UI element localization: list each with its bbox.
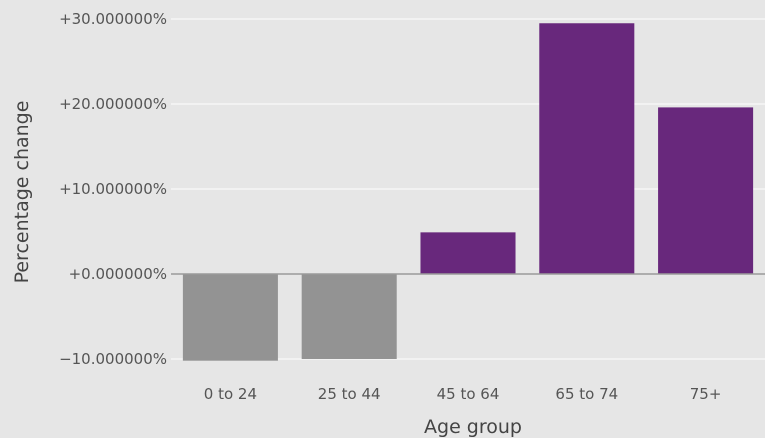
x-tick-label: 65 to 74	[555, 385, 618, 403]
bar-0-to-24	[182, 274, 278, 361]
x-tick-label: 25 to 44	[318, 385, 381, 403]
bar-45-to-64	[420, 232, 516, 274]
x-tick-labels: 0 to 24 25 to 44 45 to 64 65 to 74 75+	[204, 385, 722, 403]
y-tick-label: +0.000000%	[69, 265, 167, 283]
y-tick-label: −10.000000%	[59, 350, 167, 368]
y-axis-title: Percentage change	[11, 101, 33, 284]
bar-layer	[182, 23, 754, 361]
bar-75	[658, 107, 754, 275]
x-tick-label: 75+	[690, 385, 722, 403]
y-tick-label: +30.000000%	[59, 10, 167, 28]
bar-25-to-44	[301, 274, 397, 359]
y-tick-labels: −10.000000% +0.000000% +10.000000% +20.0000…	[59, 10, 167, 368]
y-tick-label: +20.000000%	[59, 95, 167, 113]
y-tick-label: +10.000000%	[59, 180, 167, 198]
x-tick-label: 45 to 64	[437, 385, 500, 403]
x-tick-label: 0 to 24	[204, 385, 257, 403]
x-axis-title: Age group	[424, 416, 522, 438]
bar-65-to-74	[539, 23, 635, 274]
